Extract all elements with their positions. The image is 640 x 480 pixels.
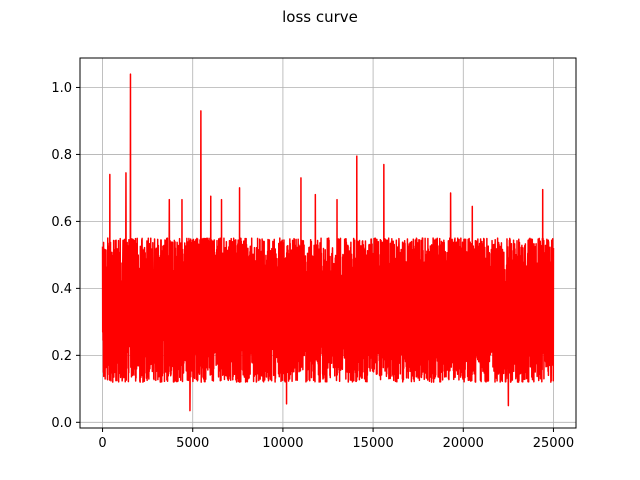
x-tick-label: 25000 (533, 436, 574, 451)
chart-title: loss curve (282, 8, 358, 26)
loss-line (101, 73, 555, 412)
y-tick-label: 0.8 (51, 148, 72, 163)
y-tick-label: 0.0 (51, 416, 72, 431)
x-tick-label: 20000 (443, 436, 484, 451)
y-tick-label: 1.0 (51, 81, 72, 96)
x-tick-label: 0 (98, 436, 106, 451)
x-tick-label: 15000 (352, 436, 393, 451)
loss-series (101, 73, 555, 412)
y-tick-label: 0.2 (51, 349, 72, 364)
x-tick-label: 10000 (262, 436, 303, 451)
y-tick-label: 0.4 (51, 282, 72, 297)
axes: 0 5000 10000 15000 20000 25000 0.0 0.2 0.4 0.6 0.8… (51, 57, 577, 451)
axes-frame (79, 57, 577, 429)
y-tick-label: 0.6 (51, 215, 72, 230)
x-tick-label: 5000 (176, 436, 209, 451)
